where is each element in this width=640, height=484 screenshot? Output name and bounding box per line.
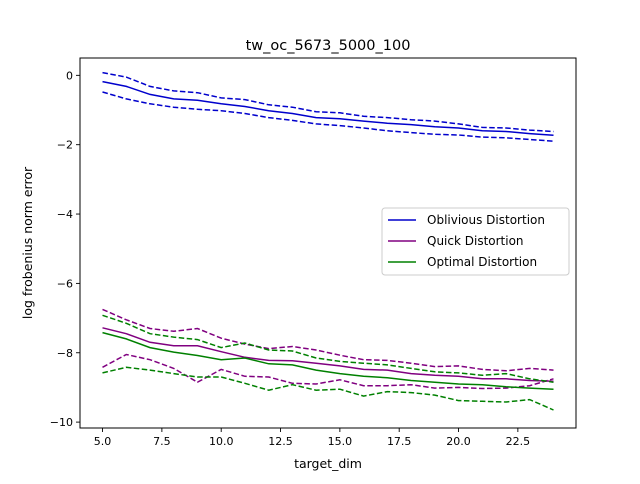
oblivious-mean-line xyxy=(102,80,554,137)
y-axis-label: log frobenius norm error xyxy=(20,166,35,319)
oblivious-legend-label: Oblivious Distortion xyxy=(427,213,545,227)
quick-upper-bound-line xyxy=(102,308,554,372)
chart-title: tw_oc_5673_5000_100 xyxy=(246,38,411,54)
oblivious-lower-bound-line xyxy=(102,91,554,142)
plot-frame xyxy=(79,57,577,429)
x-tick-label: 22.5 xyxy=(506,435,531,448)
optimal-mean-line xyxy=(102,331,554,390)
y-tick-label: 0 xyxy=(66,69,73,82)
x-tick-label: 17.5 xyxy=(387,435,412,448)
x-axis-label: target_dim xyxy=(294,456,362,471)
x-tick-label: 15.0 xyxy=(328,435,353,448)
optimal-lower-bound-line xyxy=(102,366,554,411)
legend: Oblivious Distortion Quick Distortion Opti… xyxy=(381,207,570,276)
y-tick-label: −10 xyxy=(50,416,73,429)
y-tick-label: −4 xyxy=(57,208,73,221)
y-tick-label: −6 xyxy=(57,277,73,290)
quick-mean-line xyxy=(102,327,554,382)
oblivious-upper-bound-line xyxy=(102,71,554,133)
y-tick-label: −2 xyxy=(57,139,73,152)
x-tick-label: 7.5 xyxy=(153,435,171,448)
x-tick-label: 10.0 xyxy=(209,435,234,448)
x-tick-label: 5.0 xyxy=(94,435,112,448)
optimal-legend-label: Optimal Distortion xyxy=(427,255,537,269)
quick-lower-bound-line xyxy=(102,353,554,390)
legend-box xyxy=(381,207,570,276)
plot-lines xyxy=(102,71,554,411)
x-tick-label: 20.0 xyxy=(446,435,471,448)
x-tick-label: 12.5 xyxy=(268,435,293,448)
quick-legend-label: Quick Distortion xyxy=(427,234,524,248)
axis-ticks: 5.0 7.5 10.0 12.5 15.0 17.5 20.0 22.5 0 −2 −4 −6 −8 −… xyxy=(50,69,530,448)
y-tick-label: −8 xyxy=(57,347,73,360)
optimal-upper-bound-line xyxy=(102,314,554,383)
